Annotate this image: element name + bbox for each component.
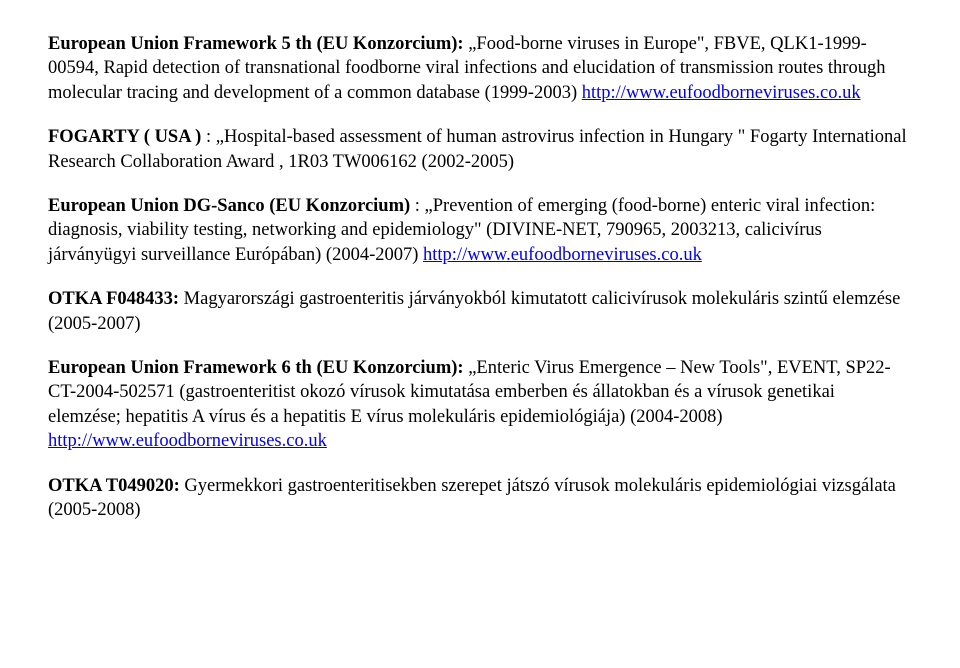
paragraph-dg-sanco: European Union DG-Sanco (EU Konzorcium) … [48, 194, 912, 267]
paragraph-eu-fw5: European Union Framework 5 th (EU Konzor… [48, 32, 912, 105]
lead-fogarty: FOGARTY ( USA ) [48, 127, 201, 147]
lead-dg-sanco: European Union DG-Sanco (EU Konzorcium) [48, 196, 410, 216]
link-eufoodborne-3[interactable]: http://www.eufoodborneviruses.co.uk [48, 431, 327, 451]
lead-otka-f048433: OTKA F048433: [48, 289, 179, 309]
paragraph-fogarty: FOGARTY ( USA ) : „Hospital-based assess… [48, 125, 912, 174]
lead-eu-fw6: European Union Framework 6 th (EU Konzor… [48, 358, 464, 378]
link-eufoodborne-1[interactable]: http://www.eufoodborneviruses.co.uk [582, 83, 861, 103]
lead-eu-fw5: European Union Framework 5 th (EU Konzor… [48, 34, 464, 54]
link-eufoodborne-2[interactable]: http://www.eufoodborneviruses.co.uk [423, 245, 702, 265]
paragraph-otka-t049020: OTKA T049020: Gyermekkori gastroenteriti… [48, 474, 912, 523]
paragraph-otka-f048433: OTKA F048433: Magyarországi gastroenteri… [48, 287, 912, 336]
lead-otka-t049020: OTKA T049020: [48, 476, 180, 496]
paragraph-eu-fw6: European Union Framework 6 th (EU Konzor… [48, 356, 912, 454]
